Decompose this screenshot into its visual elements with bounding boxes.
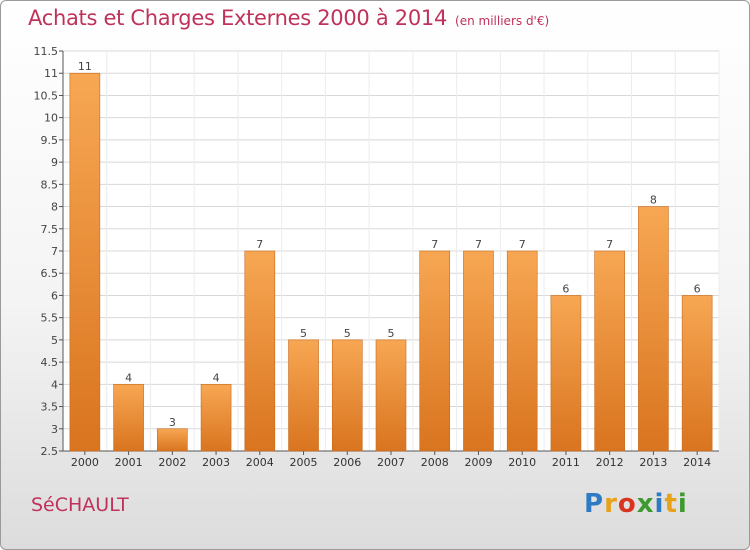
bar bbox=[506, 250, 538, 452]
y-tick-label: 10 bbox=[44, 112, 58, 125]
y-tick-label: 11 bbox=[44, 67, 58, 80]
brand-letter: i bbox=[654, 489, 665, 519]
x-tick-label: 2006 bbox=[333, 456, 361, 469]
data-label: 7 bbox=[256, 238, 263, 251]
bar bbox=[244, 250, 276, 452]
data-labels: 11 4 3 4 7 5 5 5 7 7 7 6 7 8 6 bbox=[78, 60, 701, 429]
brand-letter: P bbox=[584, 489, 605, 519]
data-label: 7 bbox=[519, 238, 526, 251]
x-tick-label: 2001 bbox=[115, 456, 143, 469]
y-tick-label: 7 bbox=[51, 245, 58, 258]
y-tick-label: 8.5 bbox=[41, 178, 59, 191]
x-tick-label: 2000 bbox=[71, 456, 99, 469]
y-tick-label: 4.5 bbox=[41, 356, 59, 369]
y-tick-label: 8 bbox=[51, 201, 58, 214]
bar bbox=[594, 250, 625, 452]
chart-subtitle: (en milliers d'€) bbox=[455, 14, 550, 28]
data-label: 8 bbox=[650, 194, 657, 207]
chart-title: Achats et Charges Externes 2000 à 2014 bbox=[28, 6, 448, 30]
x-tick-label: 2014 bbox=[683, 456, 711, 469]
y-tick-label: 10.5 bbox=[34, 89, 59, 102]
bar bbox=[157, 428, 188, 452]
y-tick-label: 11.5 bbox=[34, 45, 59, 58]
bar bbox=[419, 250, 451, 452]
data-label: 5 bbox=[344, 327, 351, 340]
x-tick-label: 2007 bbox=[377, 456, 405, 469]
bar bbox=[331, 339, 363, 452]
brand-letter: x bbox=[636, 489, 655, 519]
y-tick-label: 4 bbox=[51, 378, 58, 391]
data-label: 4 bbox=[125, 371, 132, 384]
y-tick-label: 3 bbox=[51, 423, 58, 436]
y-tick-label: 6.5 bbox=[41, 267, 59, 280]
x-tick-label: 2009 bbox=[464, 456, 492, 469]
brand-letter: r bbox=[604, 489, 618, 519]
x-tick-label: 2003 bbox=[202, 456, 230, 469]
data-label: 6 bbox=[694, 282, 701, 295]
x-tick-label: 2005 bbox=[290, 456, 318, 469]
y-tick-label: 2.5 bbox=[41, 445, 59, 458]
data-label: 4 bbox=[213, 371, 220, 384]
bar bbox=[550, 295, 582, 452]
y-tick-label: 6 bbox=[51, 289, 58, 302]
bar bbox=[200, 384, 232, 452]
bar bbox=[463, 250, 494, 452]
bar bbox=[69, 72, 101, 452]
y-tick-label: 9 bbox=[51, 156, 58, 169]
bar bbox=[113, 384, 144, 452]
x-tick-label: 2002 bbox=[158, 456, 186, 469]
data-label: 7 bbox=[431, 238, 438, 251]
data-label: 7 bbox=[606, 238, 613, 251]
y-tick-label: 7.5 bbox=[41, 223, 59, 236]
brand-letter: i bbox=[677, 489, 688, 519]
data-label: 7 bbox=[475, 238, 482, 251]
data-label: 3 bbox=[169, 416, 176, 429]
y-tick-label: 3.5 bbox=[41, 401, 59, 414]
brand-letter: t bbox=[664, 489, 678, 519]
bar bbox=[288, 339, 319, 452]
y-tick-label: 5 bbox=[51, 334, 58, 347]
bar bbox=[681, 295, 713, 452]
x-tick-label: 2011 bbox=[552, 456, 580, 469]
y-tick-label: 5.5 bbox=[41, 312, 59, 325]
brand-letter: o bbox=[617, 489, 637, 519]
x-tick-label: 2013 bbox=[639, 456, 667, 469]
data-label: 11 bbox=[78, 60, 92, 73]
commune-name: SéCHAULT bbox=[31, 494, 129, 516]
axes: 2.533.544.555.566.577.588.599.51010.5111… bbox=[34, 45, 719, 469]
x-tick-label: 2010 bbox=[508, 456, 536, 469]
bar bbox=[375, 339, 407, 452]
x-tick-label: 2012 bbox=[596, 456, 624, 469]
x-tick-label: 2008 bbox=[421, 456, 449, 469]
y-tick-label: 9.5 bbox=[41, 134, 59, 147]
data-label: 6 bbox=[562, 282, 569, 295]
title-row: Achats et Charges Externes 2000 à 2014 (e… bbox=[28, 6, 549, 30]
proxiti-logo: Proxiti bbox=[584, 489, 688, 519]
bar bbox=[638, 206, 669, 452]
data-label: 5 bbox=[388, 327, 395, 340]
x-tick-label: 2004 bbox=[246, 456, 274, 469]
data-label: 5 bbox=[300, 327, 307, 340]
bars bbox=[69, 72, 713, 452]
